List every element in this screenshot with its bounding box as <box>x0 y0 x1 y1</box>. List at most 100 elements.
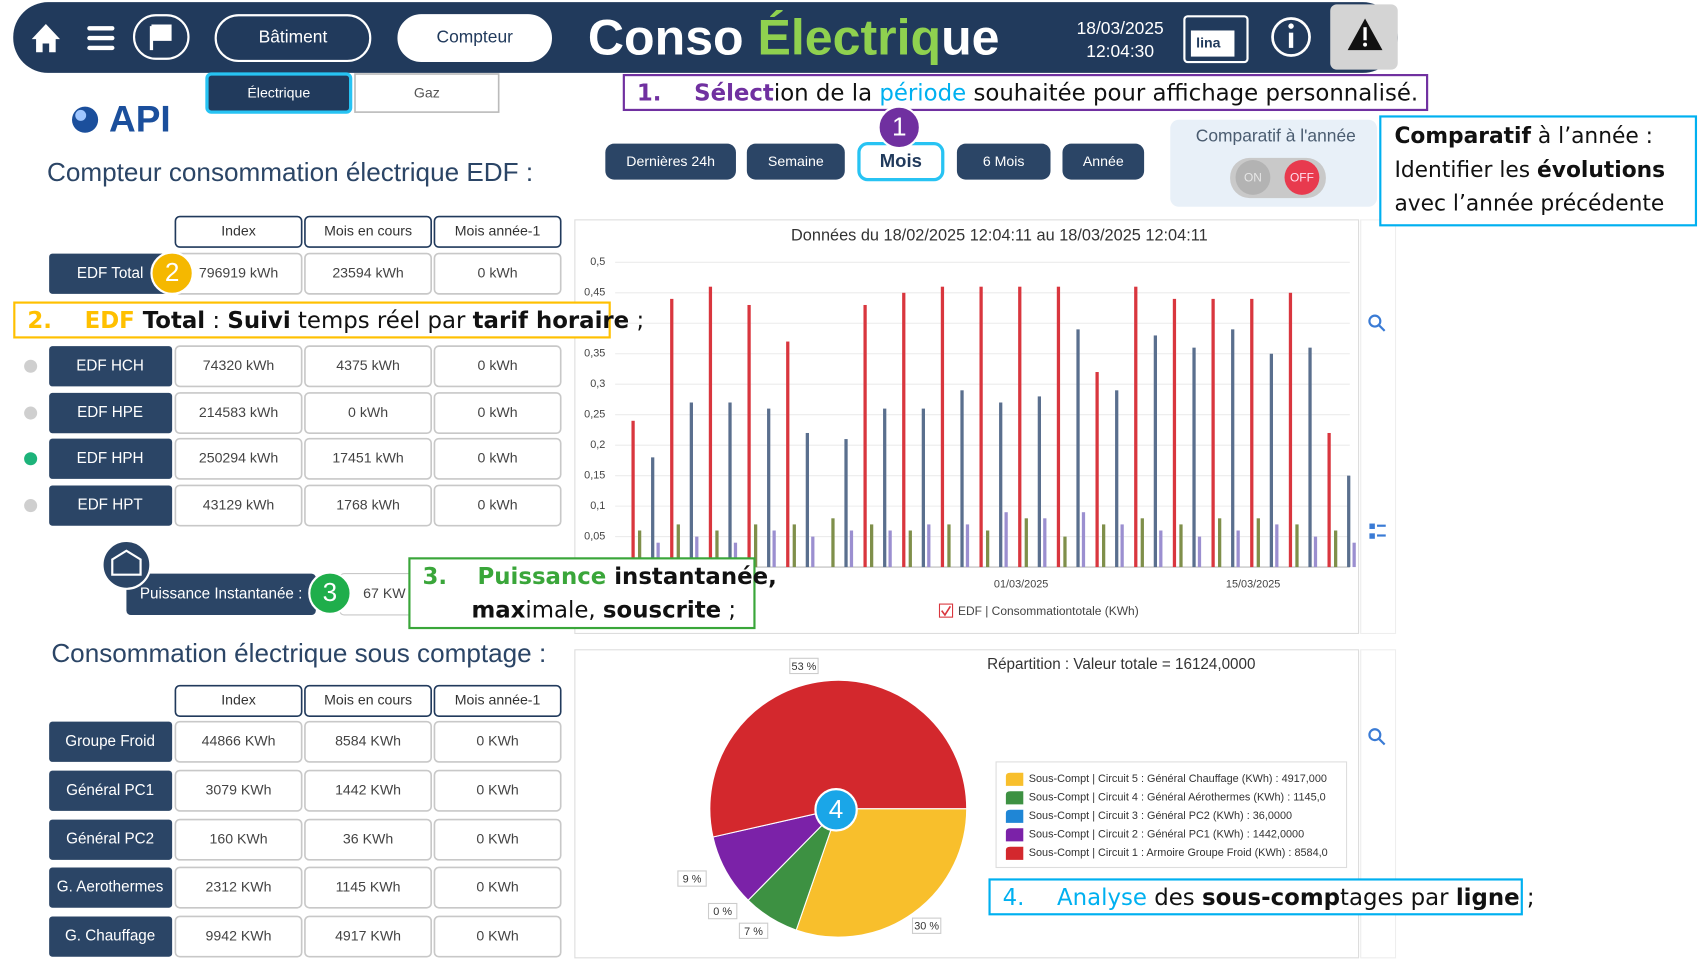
table-header: Mois en cours <box>324 692 412 708</box>
legend-checkbox[interactable] <box>938 603 954 618</box>
bar <box>1179 524 1183 568</box>
bar <box>728 402 732 568</box>
table-cell <box>433 252 562 295</box>
annotation-text: 4. Analyse des sous-comptages par ligne ; <box>1003 884 1535 910</box>
period-button[interactable]: Mois <box>857 142 945 182</box>
annotation-segment: Identifier les <box>1394 158 1537 183</box>
annotation: 4. Analyse des sous-comptages par ligne ; <box>988 878 1535 916</box>
flag-button[interactable] <box>132 14 190 60</box>
toggle[interactable]: ON OFF <box>1230 157 1326 199</box>
legend-swatch <box>1005 809 1024 823</box>
bar <box>689 402 693 568</box>
legend-label: Sous-Compt | Circuit 3 : Général PC2 (KW… <box>1029 810 1292 822</box>
bar <box>863 304 867 568</box>
api-logo <box>72 106 99 133</box>
home-icon[interactable] <box>31 23 61 53</box>
table-cell-value: 0 kWh <box>478 264 518 280</box>
tab[interactable]: Électrique <box>205 72 353 114</box>
table-cell-value: 1768 kWh <box>336 496 400 512</box>
period-button-bg <box>605 143 736 180</box>
row-label-bg <box>49 819 173 860</box>
period-button-label: Dernières 24h <box>626 153 715 169</box>
table-cell <box>433 866 562 909</box>
bar <box>869 524 874 568</box>
bar <box>1250 298 1254 568</box>
bar <box>1102 524 1106 568</box>
table-cell <box>433 437 562 480</box>
pie-label-bg <box>738 922 769 939</box>
bar <box>631 420 635 568</box>
legend-label: Sous-Compt | Circuit 2 : Général PC1 (KW… <box>1029 829 1304 841</box>
zoom-icon[interactable] <box>1368 314 1386 746</box>
legend-label: EDF | Consommationtotale (KWh) <box>958 604 1139 618</box>
pie-label-bg <box>911 917 942 934</box>
period-button[interactable]: 6 Mois <box>956 143 1051 180</box>
row-label-bg <box>49 392 173 434</box>
bar <box>1197 536 1202 568</box>
legend-swatch <box>1005 846 1024 860</box>
annotation-box <box>622 74 1429 112</box>
table-cell <box>304 345 433 388</box>
table-header: Index <box>221 223 256 239</box>
bar <box>1231 329 1235 568</box>
tab[interactable]: Gaz <box>354 73 500 113</box>
table-cell <box>174 818 303 861</box>
alarm-button[interactable] <box>1330 4 1398 70</box>
pie-label-bg <box>789 657 819 675</box>
info-button[interactable] <box>1271 17 1311 57</box>
table-cell <box>304 915 433 958</box>
bar <box>1095 372 1099 568</box>
table-header-cell <box>174 215 303 248</box>
nav-button[interactable]: Compteur <box>397 14 553 63</box>
table-cell-value: 0 KWh <box>476 733 518 749</box>
nav-button[interactable]: Bâtiment <box>214 14 372 63</box>
table-header: Mois année-1 <box>455 223 541 239</box>
table-cell <box>304 484 433 527</box>
table-cell-value: 0 kWh <box>478 404 518 420</box>
table-cell-value: 1145 KWh <box>336 878 401 894</box>
puissance-label: Puissance Instantanée : <box>140 585 302 602</box>
bar <box>1236 530 1240 568</box>
bar <box>965 524 970 568</box>
step-badge <box>150 251 194 295</box>
period-button[interactable]: Dernières 24h <box>605 143 736 180</box>
menu-icon[interactable] <box>87 26 115 51</box>
bar <box>1288 292 1293 568</box>
content: Bâtiment Compteur Conso Électrique 18/03/20… <box>13 10 1698 958</box>
status-dot <box>24 359 38 373</box>
table-cell-value: 9942 KWh <box>206 927 272 943</box>
row-label: EDF HPT <box>78 497 143 514</box>
bar <box>715 530 719 568</box>
bar <box>1211 298 1215 568</box>
annotation: Comparatif à l’année : Identifier les évo… <box>1379 115 1698 227</box>
annotation-text: avec l’année précédente <box>1394 192 1664 217</box>
table-cell-value: 4375 kWh <box>336 357 400 373</box>
period-button-label: Année <box>1083 153 1124 169</box>
annotation-segment: max <box>471 597 525 623</box>
table-cell-value: 0 KWh <box>476 781 518 797</box>
table-cell <box>433 720 562 763</box>
row-label-bg <box>49 770 173 811</box>
table-cell-value: 0 KWh <box>476 927 518 943</box>
section-title: Consommation électrique sous comptage : <box>51 638 546 668</box>
period-button[interactable]: Semaine <box>746 143 845 180</box>
list-icon[interactable] <box>1369 523 1386 539</box>
bar <box>695 536 699 568</box>
bar <box>767 408 771 568</box>
annotation-text: 3. Puissance instantanée, <box>422 563 776 589</box>
annotation-segment: 4. <box>1003 884 1025 910</box>
bar <box>1115 390 1119 568</box>
row-label: Général PC1 <box>66 782 154 799</box>
annotation-segment: 1. <box>637 80 662 106</box>
legend-label: Sous-Compt | Circuit 5 : Général Chauffa… <box>1029 773 1327 785</box>
y-tick-label: 0,15 <box>584 470 605 482</box>
toggle-label: ON <box>1244 171 1262 185</box>
period-button[interactable]: Année <box>1062 143 1145 180</box>
bar <box>1256 518 1260 568</box>
bar <box>733 542 738 568</box>
y-tick-label: 0,35 <box>584 348 605 360</box>
table-cell-value: 0 KWh <box>476 878 518 894</box>
table-cell-value: 1442 KWh <box>335 781 401 797</box>
pie-value-label: 30 % <box>914 921 939 933</box>
